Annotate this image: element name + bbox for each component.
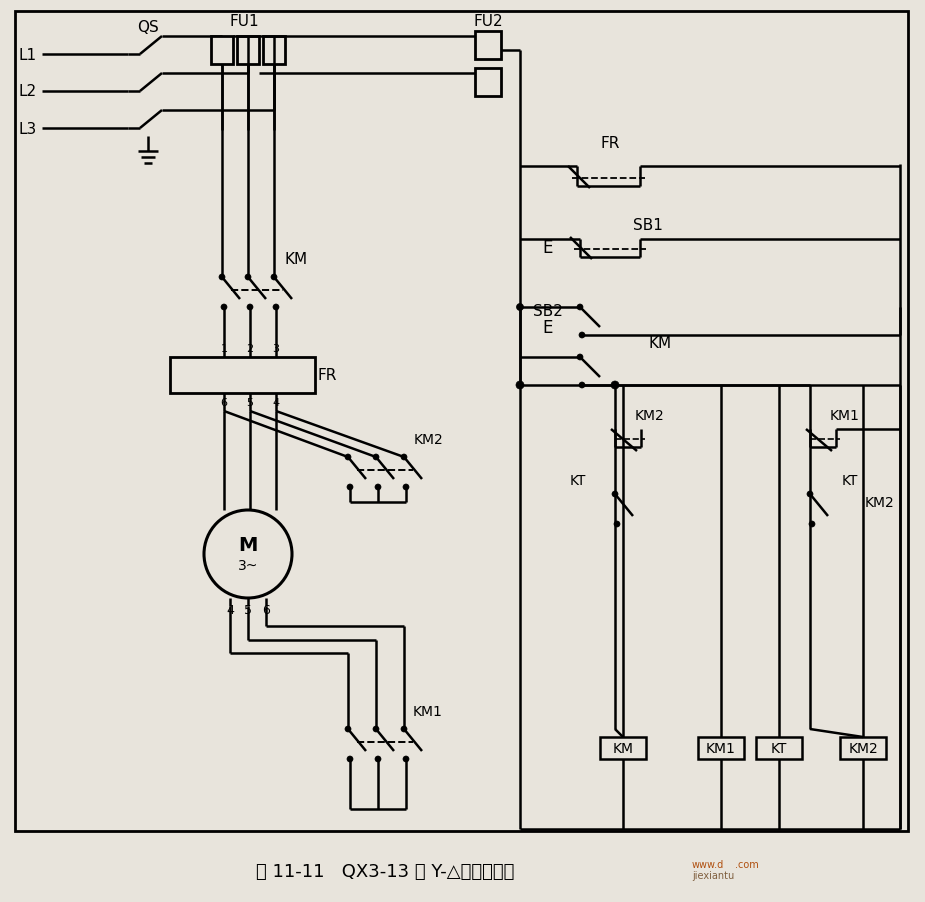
Circle shape <box>614 521 620 528</box>
Circle shape <box>579 382 585 389</box>
Bar <box>237 37 259 65</box>
Circle shape <box>807 492 813 497</box>
Text: 5: 5 <box>244 603 252 617</box>
Circle shape <box>347 484 353 491</box>
Text: 5: 5 <box>246 398 253 408</box>
Circle shape <box>612 492 618 497</box>
Text: www.d: www.d <box>692 859 724 869</box>
Circle shape <box>273 305 279 310</box>
Text: FU2: FU2 <box>474 14 503 30</box>
Text: 4: 4 <box>273 398 279 408</box>
Circle shape <box>809 521 815 528</box>
Circle shape <box>221 305 227 310</box>
Circle shape <box>345 455 351 461</box>
Text: KM2: KM2 <box>413 433 443 446</box>
Circle shape <box>219 275 225 281</box>
Circle shape <box>516 304 524 311</box>
Text: FR: FR <box>317 368 337 383</box>
Text: 1: 1 <box>220 344 228 354</box>
Text: KM1: KM1 <box>706 741 736 755</box>
Text: M: M <box>239 536 258 555</box>
Circle shape <box>345 726 351 732</box>
Circle shape <box>401 726 407 732</box>
Circle shape <box>403 756 409 762</box>
Text: L1: L1 <box>18 48 37 62</box>
Circle shape <box>247 305 253 310</box>
Text: 6: 6 <box>262 603 270 617</box>
Circle shape <box>403 484 409 491</box>
Text: 6: 6 <box>220 398 228 408</box>
Text: KT: KT <box>570 474 586 487</box>
Text: E: E <box>543 318 553 336</box>
Bar <box>698 737 744 759</box>
Text: 4: 4 <box>226 603 234 617</box>
Text: L2: L2 <box>18 85 37 99</box>
Bar <box>475 32 501 60</box>
Text: E: E <box>543 239 553 257</box>
Circle shape <box>347 756 353 762</box>
Text: .com: .com <box>735 859 758 869</box>
Circle shape <box>204 511 292 598</box>
Circle shape <box>375 484 381 491</box>
Circle shape <box>373 455 379 461</box>
Circle shape <box>401 455 407 461</box>
Text: KT: KT <box>771 741 787 755</box>
Text: KT: KT <box>842 474 858 487</box>
Text: KM1: KM1 <box>413 704 443 718</box>
Text: KM1: KM1 <box>830 409 860 422</box>
Circle shape <box>577 305 583 310</box>
Circle shape <box>579 333 585 338</box>
Text: SB1: SB1 <box>633 218 663 234</box>
Text: jiexiantu: jiexiantu <box>692 870 734 880</box>
Bar <box>600 737 646 759</box>
Text: KM2: KM2 <box>848 741 878 755</box>
Bar <box>475 69 501 97</box>
Circle shape <box>516 382 524 390</box>
Bar <box>170 357 315 393</box>
Circle shape <box>611 382 619 390</box>
Text: 2: 2 <box>246 344 253 354</box>
Text: FR: FR <box>600 135 620 151</box>
Text: L3: L3 <box>18 122 37 136</box>
Text: KM2: KM2 <box>865 495 894 510</box>
Text: FU1: FU1 <box>229 14 259 30</box>
Text: KM: KM <box>612 741 634 755</box>
Circle shape <box>375 756 381 762</box>
Circle shape <box>373 726 379 732</box>
Bar <box>840 737 886 759</box>
Circle shape <box>245 275 251 281</box>
Bar <box>211 37 233 65</box>
Text: 图 11-11   QX3-13 型 Y-△自动启动器: 图 11-11 QX3-13 型 Y-△自动启动器 <box>256 862 514 880</box>
Text: KM: KM <box>285 253 308 267</box>
Bar <box>756 737 802 759</box>
Text: QS: QS <box>137 21 159 35</box>
Text: 3~: 3~ <box>238 558 258 573</box>
Text: SB2: SB2 <box>533 304 563 319</box>
Circle shape <box>271 275 277 281</box>
Circle shape <box>577 354 583 361</box>
Text: KM2: KM2 <box>635 409 665 422</box>
Text: KM: KM <box>648 336 672 351</box>
Bar <box>263 37 285 65</box>
Text: 3: 3 <box>273 344 279 354</box>
